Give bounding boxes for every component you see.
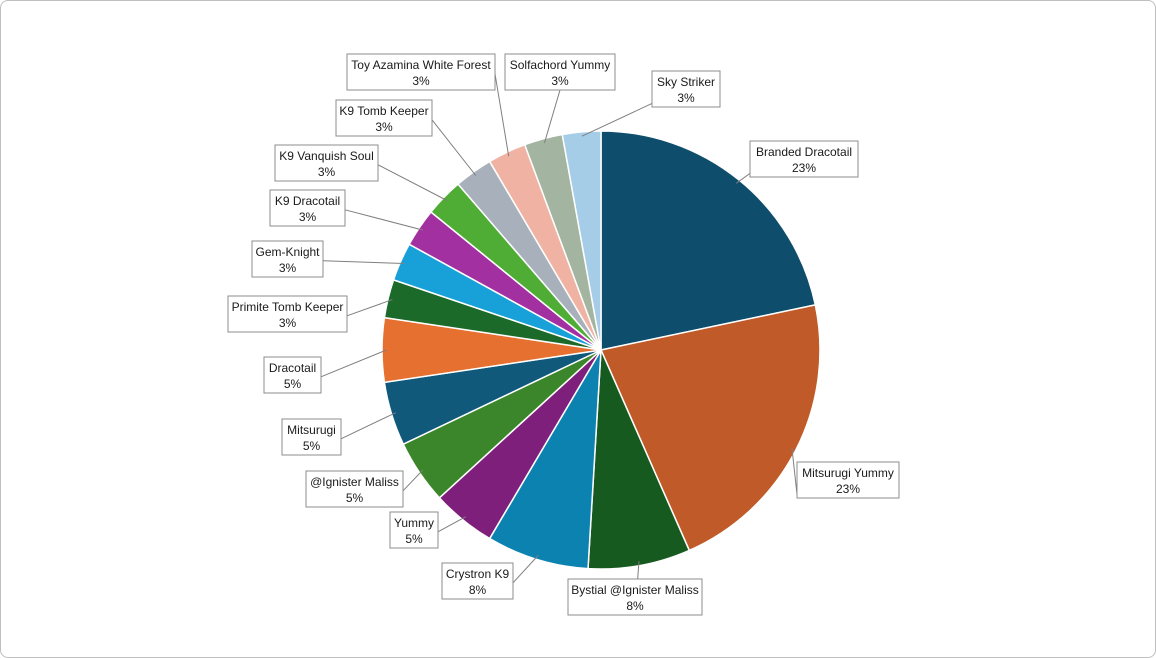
pie-slices — [381, 130, 821, 570]
pie-slice-mitsurugi-yummy — [599, 304, 821, 552]
data-label-value: 3% — [318, 165, 336, 179]
leader-line — [437, 516, 467, 533]
data-label: Bystial @Ignister Maliss 8% — [567, 578, 703, 616]
data-label-name: Toy Azamina White Forest — [351, 58, 491, 72]
data-label-box — [504, 53, 616, 91]
data-label-name: Bystial @Ignister Maliss — [571, 583, 699, 597]
data-label-name: Mitsurugi — [287, 423, 336, 437]
leader-line — [494, 73, 510, 157]
data-label-value: 8% — [626, 599, 644, 613]
data-label: K9 Vanquish Soul 3% — [274, 144, 379, 182]
data-label: Crystron K9 8% — [441, 562, 514, 600]
data-label-box — [749, 140, 859, 178]
data-label: K9 Tomb Keeper 3% — [335, 99, 433, 137]
data-label: Toy Azamina White Forest 3% — [346, 53, 496, 91]
data-label: Mitsurugi Yummy 23% — [796, 461, 900, 499]
data-label-value: 5% — [405, 532, 423, 546]
data-label-name: Gem-Knight — [255, 245, 320, 259]
data-label-value: 3% — [551, 74, 569, 88]
data-label: Primite Tomb Keeper 3% — [227, 295, 348, 333]
data-label-value: 23% — [792, 161, 816, 175]
leader-line — [344, 209, 424, 231]
data-label: K9 Dracotail 3% — [269, 189, 346, 227]
data-labels: Branded Dracotail 23% Mitsurugi Yummy 23% By… — [227, 53, 900, 616]
leader-line — [377, 164, 448, 201]
leader-line — [512, 554, 539, 584]
data-label-value: 23% — [836, 482, 860, 496]
data-label-name: Sky Striker — [657, 75, 715, 89]
data-label-box — [281, 418, 342, 456]
data-label-box — [227, 295, 348, 333]
data-label-box — [263, 356, 322, 394]
pie-slice-sky-striker — [561, 130, 602, 351]
pie-slice-crystron-k9 — [488, 349, 602, 570]
data-label-value: 3% — [279, 316, 297, 330]
leader-line — [320, 349, 387, 378]
data-label-value: 5% — [303, 439, 321, 453]
data-label: @Ignister Maliss 5% — [305, 470, 404, 508]
data-label-name: K9 Tomb Keeper — [339, 104, 428, 118]
pie-slice-branded-dracotail — [600, 130, 817, 351]
data-label-value: 3% — [375, 120, 393, 134]
data-label-name: K9 Dracotail — [275, 194, 340, 208]
data-label-name: Branded Dracotail — [756, 145, 852, 159]
data-label-box — [796, 461, 900, 499]
leader-line — [543, 89, 561, 144]
data-label-name: K9 Vanquish Soul — [279, 149, 374, 163]
data-label-box — [251, 240, 324, 278]
leader-line — [346, 299, 393, 317]
data-label-box — [269, 189, 346, 227]
data-label-value: 5% — [284, 377, 302, 391]
data-label-value: 3% — [279, 261, 297, 275]
data-label-name: Solfachord Yummy — [510, 58, 611, 72]
data-label-value: 8% — [469, 583, 487, 597]
data-label-value: 3% — [412, 74, 430, 88]
data-label-box — [441, 562, 514, 600]
data-label: Solfachord Yummy 3% — [504, 53, 616, 91]
data-label-box — [346, 53, 496, 91]
data-label-name: Primite Tomb Keeper — [232, 300, 344, 314]
data-label-name: @Ignister Maliss — [310, 475, 399, 489]
data-label-value: 3% — [299, 210, 317, 224]
data-label: Gem-Knight 3% — [251, 240, 324, 278]
data-label-name: Mitsurugi Yummy — [802, 466, 894, 480]
data-label: Mitsurugi 5% — [281, 418, 342, 456]
data-label-value: 5% — [346, 491, 364, 505]
leader-line — [340, 412, 396, 440]
data-label: Sky Striker 3% — [651, 70, 721, 108]
data-label-name: Yummy — [394, 516, 434, 530]
data-label-box — [274, 144, 379, 182]
data-label: Branded Dracotail 23% — [749, 140, 859, 178]
leader-line — [581, 102, 653, 137]
pie-slice-bystial-ignister-maliss — [587, 349, 691, 570]
data-label-box — [305, 470, 404, 508]
leader-line — [402, 469, 424, 492]
leader-line — [735, 172, 751, 184]
data-label: Dracotail 5% — [263, 356, 322, 394]
leader-line — [791, 447, 798, 495]
leader-line — [431, 119, 477, 176]
data-label-box — [389, 511, 439, 549]
data-label-name: Crystron K9 — [446, 567, 510, 581]
data-label-value: 3% — [677, 91, 695, 105]
data-label-name: Dracotail — [269, 361, 316, 375]
data-label: Yummy 5% — [389, 511, 439, 549]
data-label-box — [567, 578, 703, 616]
leader-line — [322, 260, 405, 264]
data-label-box — [335, 99, 433, 137]
data-label-box — [651, 70, 721, 108]
